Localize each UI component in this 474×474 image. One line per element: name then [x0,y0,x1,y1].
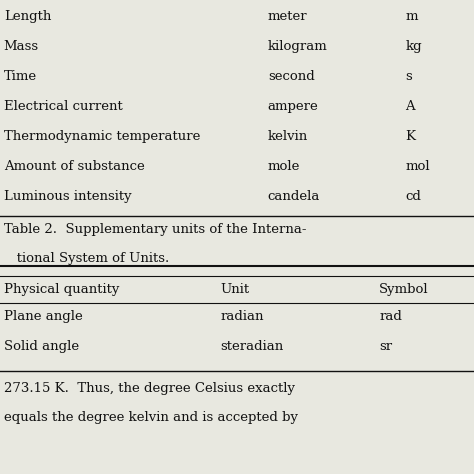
Text: sr: sr [379,340,392,353]
Text: Luminous intensity: Luminous intensity [4,190,131,202]
Text: mole: mole [268,160,300,173]
Text: Physical quantity: Physical quantity [4,283,119,296]
Text: Symbol: Symbol [379,283,429,296]
Text: radian: radian [220,310,264,323]
Text: Plane angle: Plane angle [4,310,82,323]
Text: Solid angle: Solid angle [4,340,79,353]
Text: cd: cd [405,190,421,202]
Text: rad: rad [379,310,402,323]
Text: tional System of Units.: tional System of Units. [4,252,169,265]
Text: Thermodynamic temperature: Thermodynamic temperature [4,130,200,143]
Text: Unit: Unit [220,283,249,296]
Text: Length: Length [4,10,51,23]
Text: K: K [405,130,415,143]
Text: Amount of substance: Amount of substance [4,160,145,173]
Text: m: m [405,10,418,23]
Text: A: A [405,100,415,113]
Text: 273.15 K.  Thus, the degree Celsius exactly: 273.15 K. Thus, the degree Celsius exact… [4,382,295,394]
Text: steradian: steradian [220,340,283,353]
Text: mol: mol [405,160,430,173]
Text: Time: Time [4,70,37,83]
Text: kelvin: kelvin [268,130,308,143]
Text: meter: meter [268,10,308,23]
Text: kg: kg [405,40,422,53]
Text: Mass: Mass [4,40,39,53]
Text: s: s [405,70,412,83]
Text: kilogram: kilogram [268,40,328,53]
Text: second: second [268,70,315,83]
Text: equals the degree kelvin and is accepted by: equals the degree kelvin and is accepted… [4,411,298,424]
Text: ampere: ampere [268,100,319,113]
Text: Electrical current: Electrical current [4,100,123,113]
Text: Table 2.  Supplementary units of the Interna-: Table 2. Supplementary units of the Inte… [4,223,306,236]
Text: candela: candela [268,190,320,202]
